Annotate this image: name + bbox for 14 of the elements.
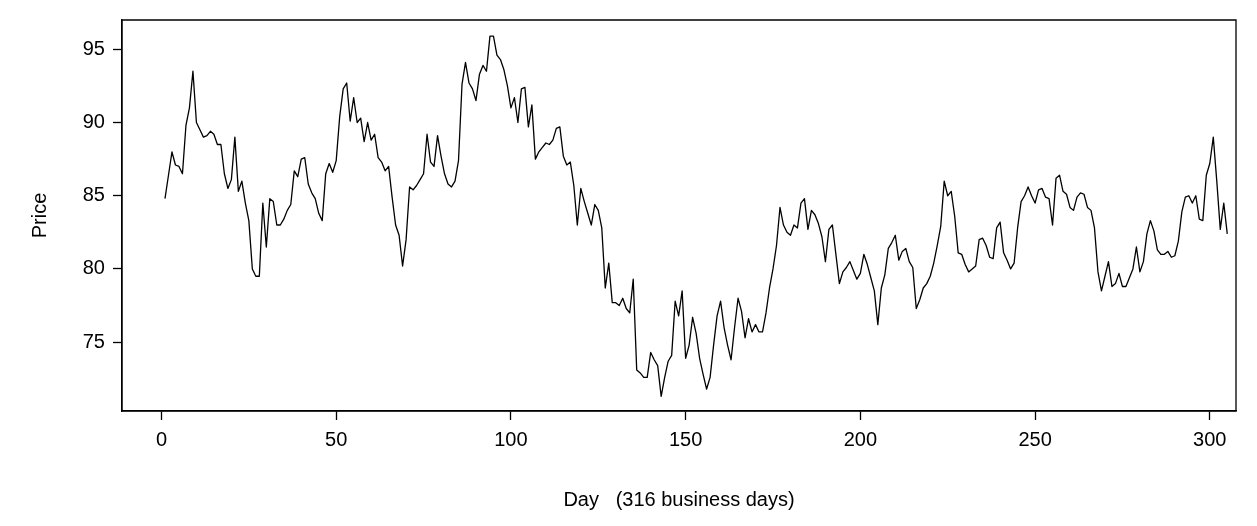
x-tick-label: 100 xyxy=(494,427,528,450)
x-tick-label: 200 xyxy=(843,427,878,450)
y-axis-title: Price xyxy=(27,192,50,239)
x-tick-label: 300 xyxy=(1193,427,1227,450)
x-tick-label: 0 xyxy=(155,427,168,450)
y-tick-label: 80 xyxy=(82,256,105,279)
x-tick-label: 50 xyxy=(325,427,348,450)
y-tick-label: 90 xyxy=(82,110,105,133)
y-tick-label: 85 xyxy=(82,183,105,206)
x-axis-title: Day (316 business days) xyxy=(563,487,795,510)
y-tick-label: 75 xyxy=(82,329,105,352)
x-tick-label: 150 xyxy=(668,427,703,450)
y-tick-label: 95 xyxy=(82,36,105,59)
x-tick-label: 250 xyxy=(1018,427,1052,450)
